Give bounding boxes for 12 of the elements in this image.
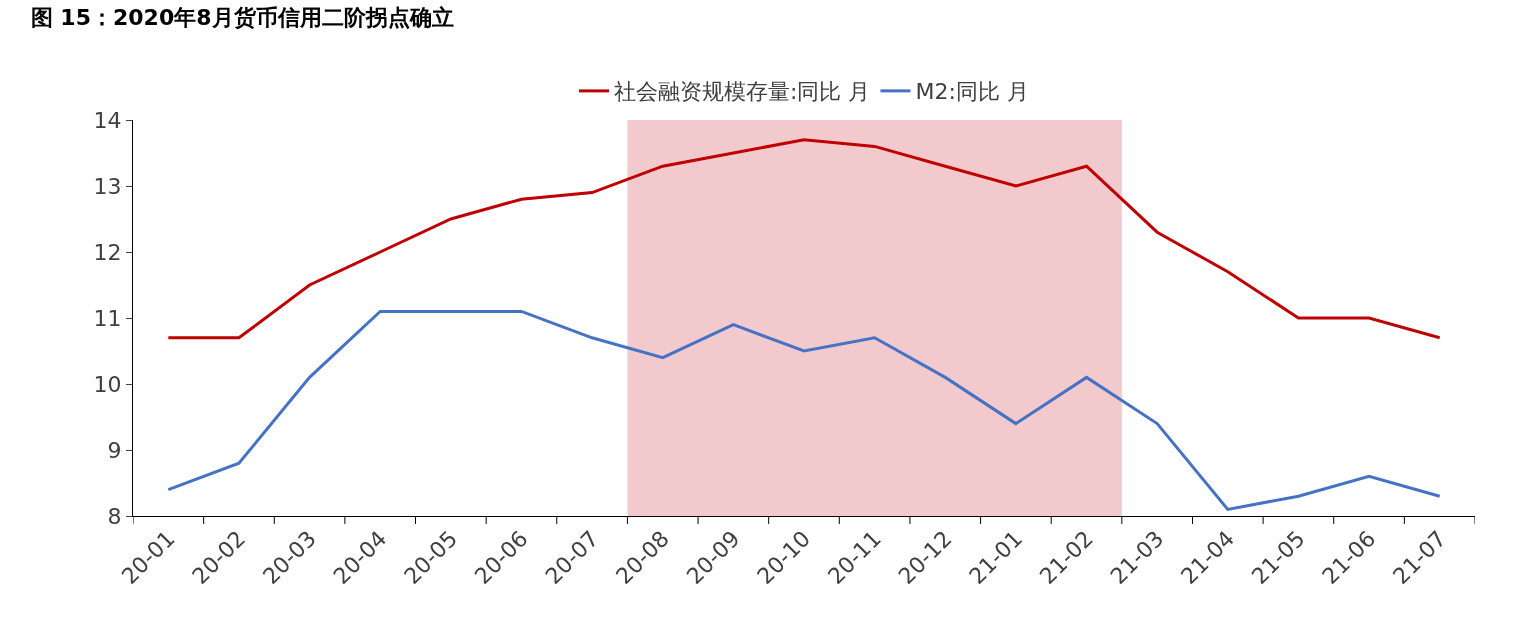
line-series (166, 309, 1442, 511)
line-series (166, 138, 1442, 340)
y-tick-label: 13 (93, 173, 122, 199)
y-tick-label: 11 (93, 305, 122, 331)
legend-label: M2:同比 月 (915, 79, 1029, 105)
legend-label: 社会融资规模存量:同比 月 (614, 79, 871, 105)
y-tick-label: 12 (93, 239, 122, 265)
y-tick-label: 14 (93, 107, 122, 133)
y-tick-label: 8 (107, 503, 122, 529)
y-tick-label: 10 (93, 371, 122, 397)
y-tick-label: 9 (107, 437, 122, 463)
chart-title: 图 15：2020年8月货币信用二阶拐点确立 (30, 4, 454, 30)
